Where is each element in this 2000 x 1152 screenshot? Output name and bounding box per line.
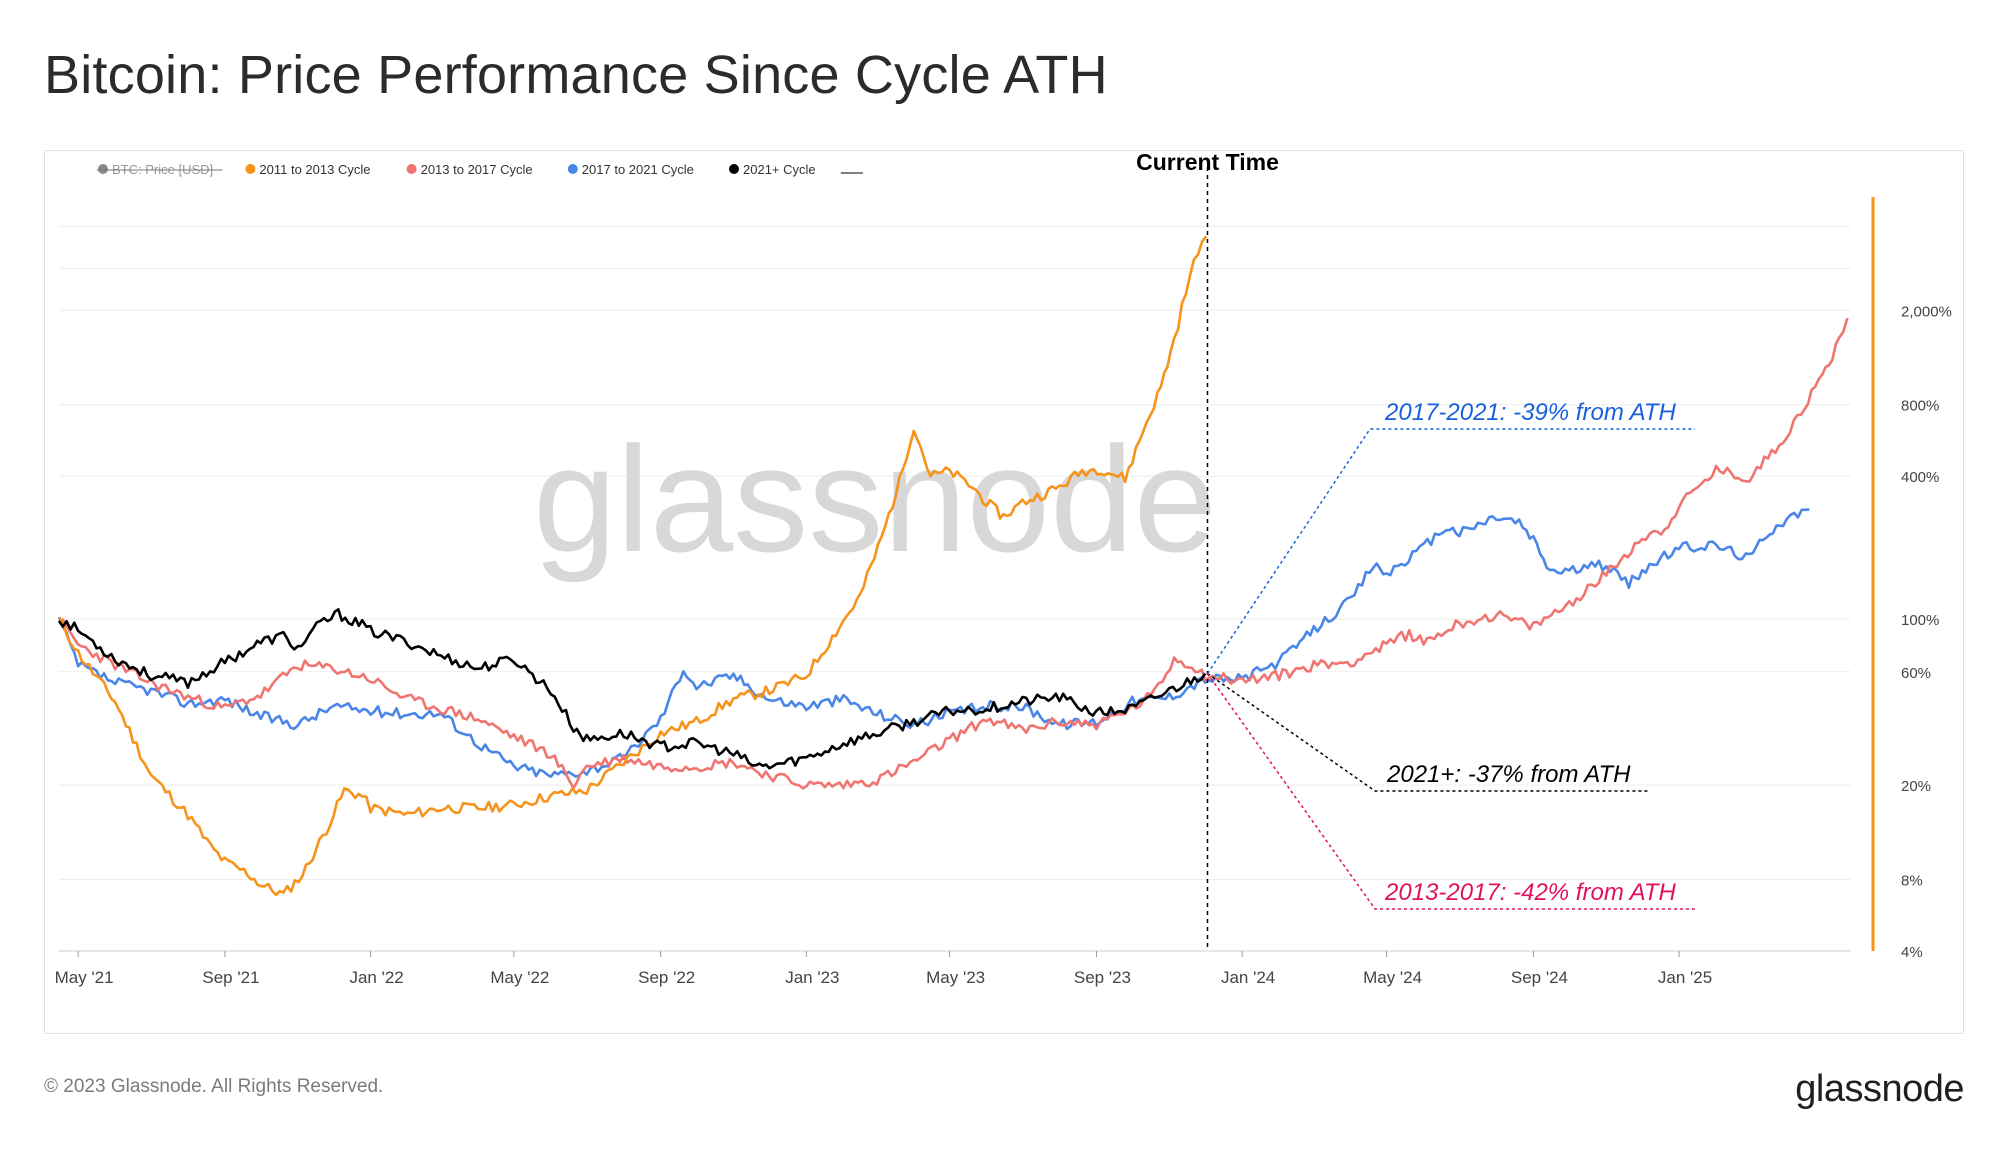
y-tick-label: 4% [1901, 944, 1923, 961]
legend-marker [98, 164, 108, 174]
x-tick-label: May '24 [1363, 968, 1422, 987]
legend-item[interactable]: BTC: Price [USD] [97, 162, 223, 177]
annotation-leader [1206, 673, 1695, 910]
y-tick-label: 400% [1901, 469, 1939, 486]
annotation-label: 2013-2017: -42% from ATH [1384, 879, 1676, 906]
legend-item[interactable]: 2021+ Cycle [729, 162, 816, 177]
x-tick-label: Sep '24 [1511, 968, 1568, 987]
chart-container: glassnode Current Time 2017-2021: -39% fr… [44, 150, 1964, 1034]
y-tick-label: 8% [1901, 873, 1923, 890]
annotation-label: 2021+: -37% from ATH [1386, 761, 1631, 788]
x-tick-label: Jan '24 [1221, 968, 1275, 987]
x-tick-label: Sep '23 [1074, 968, 1131, 987]
copyright-notice: © 2023 Glassnode. All Rights Reserved. [44, 1076, 384, 1097]
grid-layer [59, 226, 1851, 952]
x-tick-label: Sep '21 [202, 968, 259, 987]
legend-label: 2017 to 2021 Cycle [582, 162, 694, 177]
current-time-label: Current Time [1136, 151, 1279, 175]
y-tick-label: 800% [1901, 398, 1939, 415]
x-tick-label: Jan '23 [785, 968, 839, 987]
series-line-2013-to-2017-cycle [58, 317, 1849, 790]
y-tick-label: 100% [1901, 612, 1939, 629]
x-tick-label: May '22 [490, 968, 549, 987]
x-tick-label: Sep '22 [638, 968, 695, 987]
legend-marker [567, 164, 578, 174]
series-layer [57, 235, 1849, 897]
x-tick-label: May '21 [55, 968, 114, 987]
legend-marker [245, 164, 256, 174]
chart-legend[interactable]: BTC: Price [USD] 2011 to 2013 Cycle 2013 t… [97, 162, 863, 177]
glassnode-logo[interactable]: glassnode [1795, 1068, 1964, 1110]
legend-marker [406, 164, 417, 174]
series-line-2011-to-2013-cycle [58, 235, 1208, 897]
y-tick-label: 60% [1901, 665, 1931, 682]
legend-label: 2021+ Cycle [743, 162, 816, 177]
x-tick-label: May '23 [926, 968, 985, 987]
legend-marker [729, 164, 739, 174]
legend-label: 2011 to 2013 Cycle [259, 162, 370, 177]
series-line-2021-cycle [57, 608, 1207, 770]
legend-item[interactable]: 2011 to 2013 Cycle [245, 162, 370, 177]
legend-item[interactable]: 2013 to 2017 Cycle [406, 162, 533, 177]
y-tick-label: 2,000% [1901, 303, 1952, 320]
overlay-layer: Current Time 2017-2021: -39% from ATH 2021… [1136, 151, 1695, 951]
series-line-2017-to-2021-cycle [57, 508, 1810, 778]
annotation-label: 2017-2021: -39% from ATH [1384, 399, 1676, 426]
axis-layer: May '21 Sep '21 Jan '22 May '22 Sep '22 Jan '… [55, 197, 1952, 987]
x-tick-label: Jan '25 [1658, 968, 1712, 987]
annotation-leader [1207, 672, 1650, 792]
legend-label: 2013 to 2017 Cycle [421, 162, 533, 177]
page-title: Bitcoin: Price Performance Since Cycle A… [44, 45, 1108, 105]
y-tick-label: 20% [1901, 778, 1931, 795]
legend-item[interactable]: 2017 to 2021 Cycle [567, 162, 694, 177]
x-tick-label: Jan '22 [349, 968, 403, 987]
annotation-leader [1206, 428, 1695, 674]
